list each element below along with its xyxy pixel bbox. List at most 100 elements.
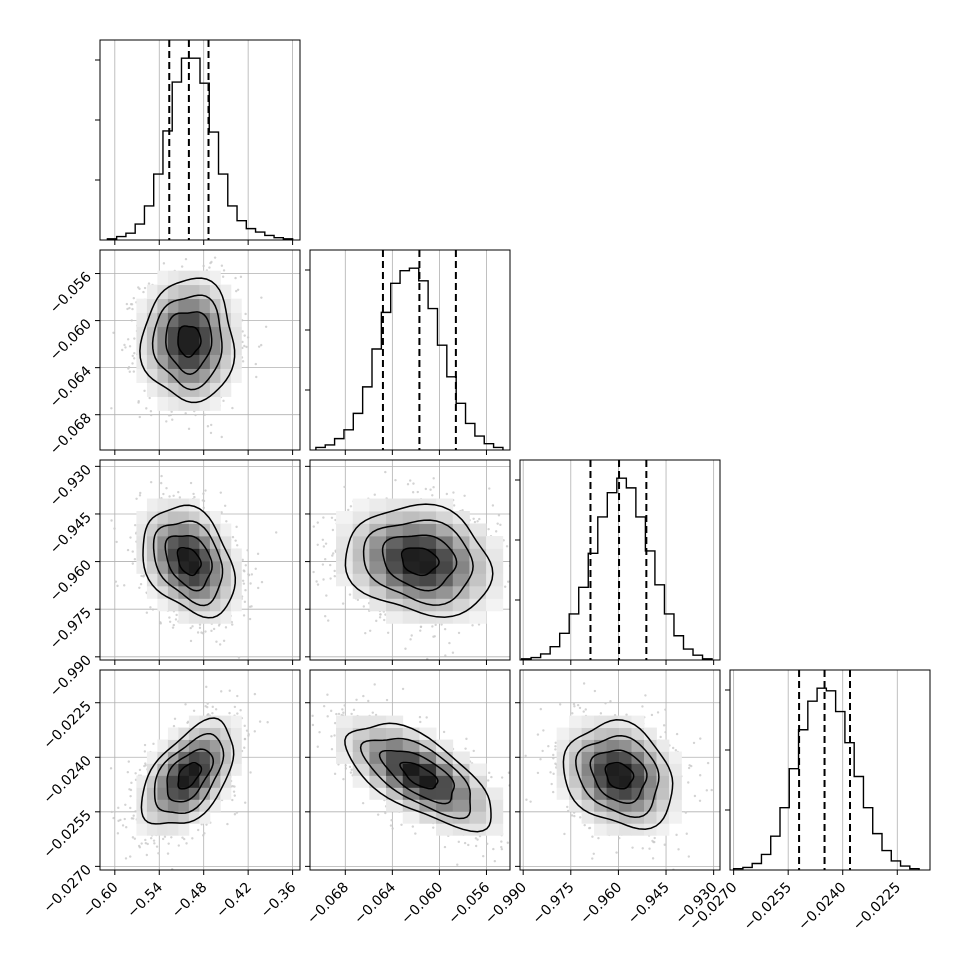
density-cell [353, 548, 370, 561]
scatter-point [140, 583, 142, 585]
density-cell [178, 285, 189, 299]
scatter-point [129, 536, 131, 538]
scatter-point [202, 493, 204, 495]
scatter-point [249, 771, 251, 773]
density-cell [168, 327, 179, 341]
density-cell [231, 341, 242, 355]
scatter-point [221, 264, 223, 266]
scatter-point [434, 635, 436, 637]
scatter-point [126, 303, 128, 305]
panel-2-2 [515, 460, 720, 665]
histogram-bar [437, 345, 446, 450]
scatter-point [134, 524, 136, 526]
density-cell [231, 548, 242, 561]
scatter-point [255, 376, 257, 378]
scatter-point [203, 832, 205, 834]
scatter-point [159, 621, 161, 623]
panel-frame [310, 250, 510, 450]
scatter-point [148, 282, 150, 284]
density-cell [336, 548, 353, 561]
density-cell [419, 524, 436, 537]
scatter-point [375, 620, 377, 622]
scatter-point [448, 642, 450, 644]
density-cell [147, 524, 158, 537]
scatter-point [409, 638, 411, 640]
panel-1-1 [305, 250, 510, 455]
density-cell [403, 548, 420, 561]
scatter-point [169, 621, 171, 623]
scatter-point [179, 496, 181, 498]
scatter-point [251, 573, 253, 575]
scatter-point [463, 495, 465, 497]
scatter-point [379, 613, 381, 615]
panel-content [522, 460, 712, 660]
scatter-point [167, 852, 169, 854]
histogram-bar [400, 271, 409, 450]
density-cell [199, 369, 210, 383]
scatter-point [131, 362, 133, 364]
scatter-point [148, 397, 150, 399]
density-cell [178, 299, 189, 313]
panel-content [280, 471, 537, 666]
scatter-point [150, 414, 152, 416]
scatter-point [220, 491, 222, 493]
histogram-bar [626, 488, 636, 660]
scatter-point [245, 346, 247, 348]
histogram-bar [683, 649, 693, 660]
scatter-point [175, 614, 177, 616]
density-cell [369, 573, 386, 586]
scatter-point [150, 474, 152, 476]
scatter-point [234, 277, 236, 279]
scatter-point [332, 529, 334, 531]
scatter-point [221, 436, 223, 438]
density-cell [469, 573, 486, 586]
density-cell [403, 611, 420, 624]
scatter-point [203, 500, 205, 502]
scatter-point [143, 765, 145, 767]
scatter-point [160, 482, 162, 484]
scatter-point [114, 811, 116, 813]
density-cell [220, 355, 231, 369]
panel-content [110, 686, 269, 871]
scatter-point [127, 549, 129, 551]
scatter-point [535, 563, 537, 565]
scatter-point [132, 355, 134, 357]
histogram-bar [693, 655, 703, 660]
scatter-point [133, 370, 135, 372]
density-cell [157, 271, 168, 285]
histogram-outline [522, 478, 712, 660]
histogram-bar [560, 633, 570, 660]
scatter-point [137, 401, 139, 403]
scatter-point [223, 640, 225, 642]
density-cell [189, 313, 200, 327]
scatter-point [124, 346, 126, 348]
scatter-point [184, 703, 186, 705]
scatter-point [329, 577, 331, 579]
panel-content [110, 475, 277, 659]
histogram-bar [636, 517, 646, 660]
scatter-point [476, 520, 478, 522]
scatter-point [125, 857, 127, 859]
histogram-bar [209, 132, 218, 240]
histogram-bar [172, 82, 181, 240]
scatter-point [139, 416, 141, 418]
scatter-point [168, 616, 170, 618]
panel-1-0: −0.068−0.064−0.060−0.056 [47, 229, 300, 476]
scatter-point [499, 524, 501, 526]
scatter-point [191, 625, 193, 627]
density-cell [336, 524, 353, 537]
scatter-point [149, 606, 151, 608]
scatter-point [226, 823, 228, 825]
scatter-point [204, 489, 206, 491]
density-cell [147, 499, 158, 512]
scatter-point [199, 623, 201, 625]
scatter-point [207, 425, 209, 427]
scatter-point [265, 326, 267, 328]
scatter-point [133, 357, 135, 359]
scatter-point [132, 815, 134, 817]
density-cell [369, 499, 386, 512]
density-cell [157, 397, 168, 411]
scatter-point [138, 288, 140, 290]
scatter-point [150, 410, 152, 412]
density-cell [403, 536, 420, 549]
